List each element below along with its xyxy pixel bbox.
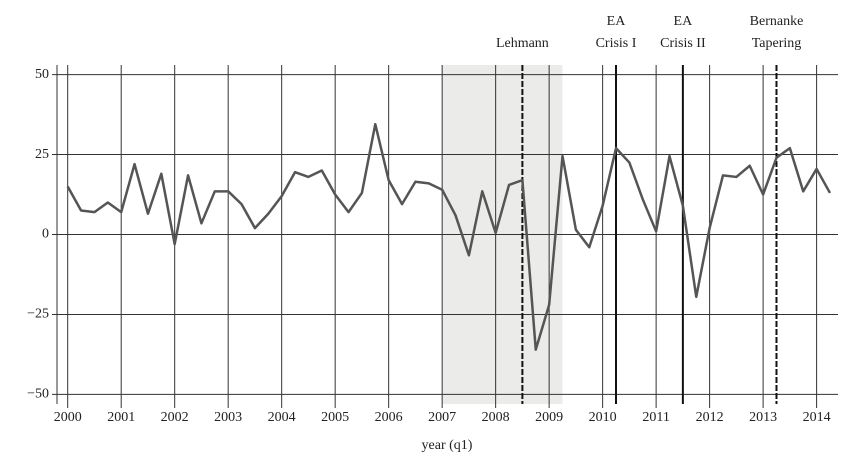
x-axis-label: year (q1)	[422, 438, 473, 453]
event-label: Bernanke	[750, 14, 804, 29]
event-label: EA	[674, 14, 694, 29]
event-label: Crisis II	[660, 36, 706, 51]
x-tick-label: 2013	[749, 410, 777, 425]
line-series	[66, 122, 832, 351]
x-tick-label: 2009	[535, 410, 563, 425]
x-tick-label: 2014	[803, 410, 831, 425]
event-label: EA	[607, 14, 627, 29]
x-tick-label: 2000	[54, 410, 82, 425]
x-tick-label: 2010	[589, 410, 617, 425]
y-tick-label: 50	[35, 67, 49, 82]
y-tick-label: 25	[35, 147, 49, 162]
x-tick-label: 2004	[268, 410, 296, 425]
event-label: Lehmann	[496, 36, 549, 51]
x-tick-label: 2006	[375, 410, 403, 425]
y-tick-label: −25	[27, 307, 49, 322]
x-tick-label: 2005	[321, 410, 349, 425]
x-tick-label: 2012	[696, 410, 724, 425]
x-tick-label: 2003	[214, 410, 242, 425]
x-tick-label: 2011	[642, 410, 669, 425]
event-label: Crisis I	[596, 36, 637, 51]
x-tick-label: 2007	[428, 410, 456, 425]
x-tick-label: 2002	[161, 410, 189, 425]
event-label: Tapering	[752, 36, 802, 51]
x-tick-label: 2001	[107, 410, 135, 425]
x-tick-label: 2008	[482, 410, 510, 425]
y-tick-label: 0	[42, 227, 49, 242]
y-tick-label: −50	[27, 387, 49, 402]
